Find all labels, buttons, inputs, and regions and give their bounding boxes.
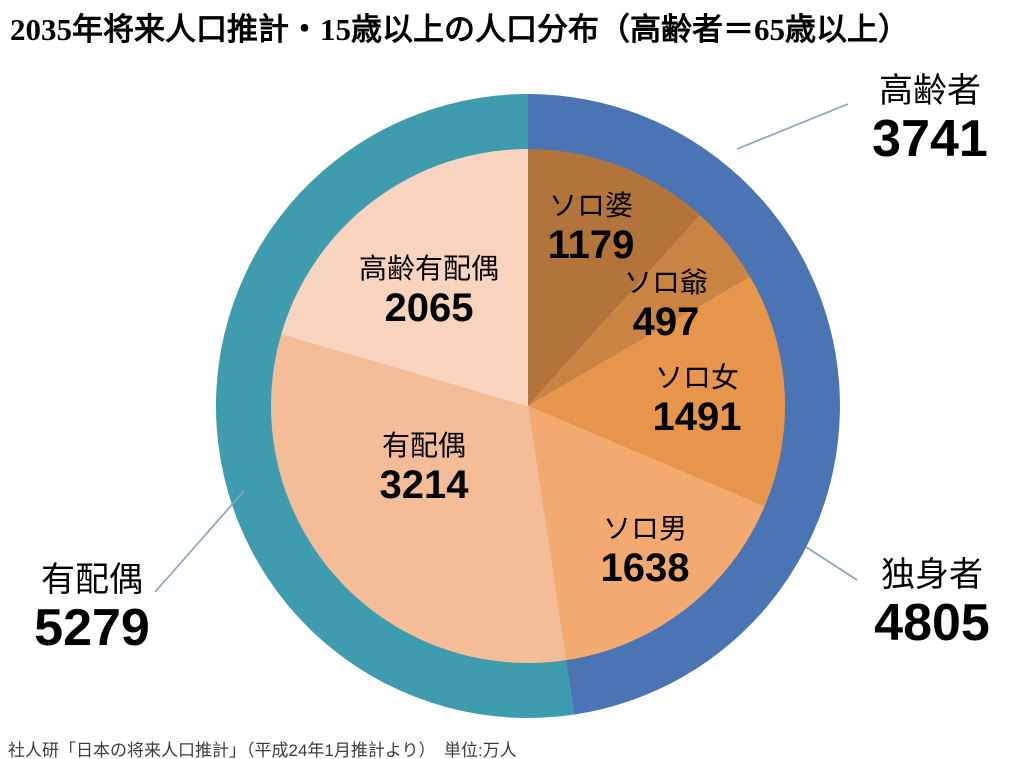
slice-label-solo-jii: ソロ爺 497 [624,266,708,344]
leader-line-koreisha [736,103,849,150]
slice-value: 497 [632,300,700,344]
slice-name: 有配偶 [381,430,467,461]
slice-label-solo-otoko: ソロ男 1638 [601,512,690,590]
callout-dokushinsha: 独身者 4805 [874,555,990,651]
callout-name: 高齢者 [879,72,981,110]
callout-yuhaigu: 有配偶 5279 [34,560,150,656]
inner-pie [271,149,786,663]
pie-slice-korei-yuhaigu [281,149,528,406]
callout-name: 独身者 [881,556,983,594]
slice-name: ソロ婆 [548,190,633,221]
chart-title: 2035年将来人口推計・15歳以上の人口分布（高齢者＝65歳以上） [10,12,909,47]
slice-name: ソロ女 [654,362,740,393]
pie-slice-solo-baa [528,149,701,406]
outer-ring [215,94,840,719]
slice-label-yuhaigu: 有配偶 3214 [380,429,469,507]
callout-value: 4805 [874,594,990,652]
slice-name: ソロ爺 [623,267,709,298]
slice-value: 2065 [384,286,474,330]
callout-value: 5279 [34,599,150,657]
slice-name: ソロ男 [602,513,688,544]
slice-value: 3214 [379,463,469,507]
callout-koreisha: 高齢者 3741 [872,71,988,167]
pie-slice-solo-otoko [528,406,765,661]
ring-segment-dokushinsha [528,94,840,715]
pie-slice-solo-jii [528,215,751,406]
leader-line-dokushinsha [805,546,858,581]
callout-name: 有配偶 [41,561,143,599]
pie-slice-yuhaigu [271,334,566,663]
slice-value: 1491 [652,395,742,439]
slice-value: 1638 [600,546,690,590]
callout-value: 3741 [872,110,988,168]
leader-line-yuhaigu [154,490,245,593]
pie-slice-solo-onna [528,276,786,507]
source-note: 社人研「日本の将来人口推計」（平成24年1月推計より） 単位:万人 [8,741,517,759]
ring-segment-yuhaigu [215,94,574,719]
slice-label-korei-yuhaigu: 高齢有配偶 2065 [359,252,499,330]
slice-value: 1179 [547,223,635,267]
slice-label-solo-onna: ソロ女 1491 [653,361,742,439]
slice-label-solo-baa: ソロ婆 1179 [548,189,635,267]
slice-name: 高齢有配偶 [358,253,500,284]
